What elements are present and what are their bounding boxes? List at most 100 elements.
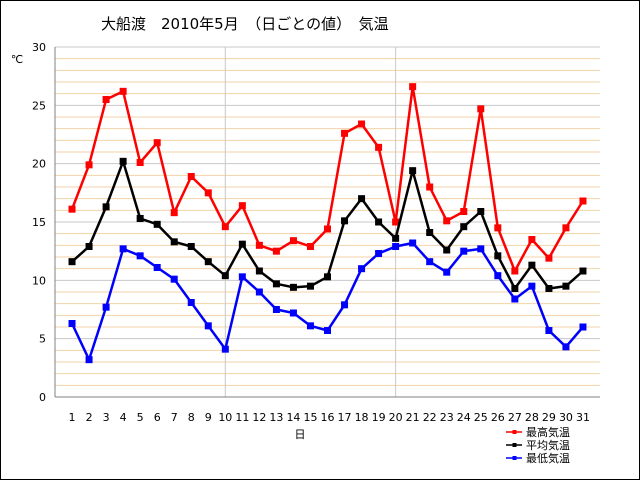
data-point <box>306 322 314 330</box>
legend-item: 平均気温 <box>506 438 570 452</box>
data-point <box>375 143 383 151</box>
x-tick-label: 25 <box>474 411 488 424</box>
x-tick-label: 14 <box>286 411 300 424</box>
data-point <box>170 238 178 246</box>
y-tick-label: 25 <box>32 99 46 112</box>
data-point <box>324 225 331 233</box>
data-point <box>102 203 110 211</box>
data-point <box>409 239 417 247</box>
x-tick-label: 27 <box>508 411 522 424</box>
data-point <box>426 229 434 236</box>
series-line <box>70 241 584 361</box>
data-point <box>119 157 127 165</box>
x-tick-label: 4 <box>120 411 127 424</box>
data-point <box>238 202 246 210</box>
x-tick-label: 10 <box>218 411 232 424</box>
x-tick-label: 23 <box>440 411 454 424</box>
x-tick-label: 31 <box>576 411 590 424</box>
data-point <box>443 268 451 276</box>
data-point <box>392 234 400 242</box>
legend-label: 最低気温 <box>526 451 570 465</box>
x-tick-label: 26 <box>491 411 505 424</box>
data-point <box>255 241 263 249</box>
data-point <box>102 96 110 103</box>
data-point <box>341 129 349 137</box>
x-tick-label: 30 <box>559 411 573 424</box>
x-tick-label: 17 <box>338 411 352 424</box>
data-point <box>136 252 144 260</box>
data-point <box>85 243 93 250</box>
data-point <box>494 272 502 280</box>
data-point <box>528 261 536 269</box>
data-point <box>562 224 570 232</box>
x-axis-label: 日 <box>294 428 305 441</box>
data-point <box>289 309 297 317</box>
x-tick-label: 1 <box>69 411 76 424</box>
x-tick-label: 20 <box>389 411 403 424</box>
data-point <box>358 265 366 273</box>
data-point <box>136 215 144 222</box>
data-point <box>545 285 553 292</box>
data-point <box>85 356 93 364</box>
x-tick-label: 9 <box>205 411 212 424</box>
legend-item: 最高気温 <box>506 425 570 439</box>
data-point <box>221 223 229 231</box>
data-point <box>443 246 451 254</box>
data-point <box>358 120 366 128</box>
data-point <box>272 280 280 288</box>
y-tick-label: 5 <box>39 333 46 346</box>
y-tick-label: 20 <box>32 158 46 171</box>
data-point <box>324 327 331 334</box>
data-point <box>528 282 536 290</box>
data-point <box>511 295 519 303</box>
series-0 <box>68 83 587 275</box>
x-tick-label: 22 <box>423 411 437 424</box>
data-point <box>221 272 229 280</box>
data-point <box>477 105 485 113</box>
data-point <box>426 183 434 191</box>
data-point <box>409 167 417 175</box>
data-point <box>341 217 349 225</box>
data-point <box>579 267 587 275</box>
series-2 <box>68 239 587 364</box>
data-point <box>545 254 553 262</box>
y-tick-label: 0 <box>39 391 46 404</box>
x-tick-label: 28 <box>525 411 539 424</box>
chart-title: 大船渡 2010年5月 （日ごとの値） 気温 <box>101 15 389 33</box>
data-point <box>409 83 417 91</box>
data-point <box>221 345 229 353</box>
data-point <box>528 236 536 243</box>
y-tick-label: 15 <box>32 216 46 229</box>
data-point <box>204 189 212 197</box>
data-point <box>68 205 76 213</box>
data-point <box>306 282 314 290</box>
data-point <box>579 197 587 205</box>
data-series <box>68 83 587 364</box>
data-point <box>238 273 246 281</box>
series-line <box>70 85 585 273</box>
data-point <box>102 303 110 311</box>
data-point <box>375 250 383 257</box>
data-point <box>85 161 93 169</box>
x-tick-label: 18 <box>355 411 369 424</box>
data-point <box>545 327 553 334</box>
y-tick-label: 30 <box>32 41 46 54</box>
data-point <box>255 288 263 296</box>
data-point <box>460 208 468 215</box>
data-point <box>511 267 519 275</box>
x-tick-label: 2 <box>86 411 93 424</box>
x-tick-label: 19 <box>372 411 386 424</box>
data-point <box>375 218 383 226</box>
data-point <box>477 245 485 253</box>
data-point <box>341 301 349 309</box>
data-point <box>187 173 195 180</box>
data-point <box>562 343 570 351</box>
legend-label: 平均気温 <box>526 438 570 452</box>
x-tick-label: 29 <box>542 411 556 424</box>
x-tick-label: 16 <box>321 411 335 424</box>
data-point <box>170 275 178 283</box>
legend-swatch-marker <box>512 443 517 447</box>
data-point <box>358 195 366 203</box>
